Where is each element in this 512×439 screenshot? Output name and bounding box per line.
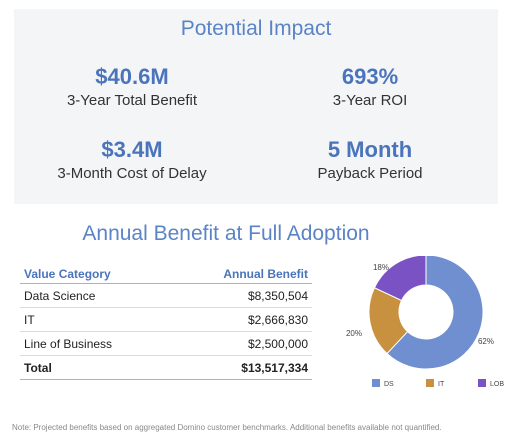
- metric-label: 3-Year Total Benefit: [66, 92, 198, 109]
- impact-title: Potential Impact: [180, 17, 332, 40]
- legend-swatch: [426, 379, 434, 387]
- total-benefit: $13,517,334: [168, 355, 312, 380]
- table-total-row: Total $13,517,334: [20, 355, 312, 380]
- row-category: Line of Business: [20, 331, 169, 356]
- legend-label: IT: [438, 381, 445, 388]
- metric-value: 693%: [341, 64, 399, 89]
- metric-value: 5 Month: [327, 137, 413, 162]
- column-header-benefit: Annual Benefit: [168, 264, 312, 284]
- benefit-donut-chart: 62% 20% 18% DS IT LOB: [340, 254, 512, 396]
- footnote: Note: Projected benefits based on aggreg…: [12, 423, 442, 432]
- metric-cost-of-delay: $3.4M 3-Month Cost of Delay: [22, 137, 242, 183]
- row-benefit: $8,350,504: [168, 283, 312, 308]
- metric-total-benefit: $40.6M 3-Year Total Benefit: [22, 64, 242, 110]
- metric-label: 3-Month Cost of Delay: [57, 165, 207, 182]
- legend-swatch: [478, 379, 486, 387]
- table-row: Line of Business $2,500,000: [20, 331, 312, 356]
- slice-value-label: 18%: [373, 263, 389, 272]
- legend-label: DS: [384, 381, 394, 388]
- slice-value-label: 20%: [346, 329, 362, 338]
- metric-value: $3.4M: [101, 137, 163, 162]
- donut-slice-ds: [386, 254, 484, 370]
- table-row: Data Science $8,350,504: [20, 283, 312, 308]
- metric-payback-period: 5 Month Payback Period: [260, 137, 480, 183]
- metric-label: 3-Year ROI: [332, 92, 408, 109]
- table-row: IT $2,666,830: [20, 307, 312, 332]
- row-category: IT: [20, 307, 169, 332]
- row-category: Data Science: [20, 283, 169, 308]
- metric-label: Payback Period: [317, 165, 423, 182]
- total-label: Total: [20, 355, 169, 380]
- annual-benefit-table: Value Category Annual Benefit Data Scien…: [20, 264, 312, 380]
- donut-chart-svg: 62% 20% 18% DS IT LOB: [346, 254, 504, 388]
- row-benefit: $2,500,000: [168, 331, 312, 356]
- potential-impact-panel: Potential Impact $40.6M 3-Year Total Ben…: [14, 9, 498, 204]
- column-header-category: Value Category: [20, 264, 169, 284]
- annual-benefit-title: Annual Benefit at Full Adoption: [82, 222, 370, 245]
- row-benefit: $2,666,830: [168, 307, 312, 332]
- table-header-row: Value Category Annual Benefit: [20, 264, 312, 284]
- legend-swatch: [372, 379, 380, 387]
- metric-value: $40.6M: [95, 64, 169, 89]
- legend-label: LOB: [490, 381, 504, 388]
- slice-value-label: 62%: [478, 337, 494, 346]
- metric-roi: 693% 3-Year ROI: [260, 64, 480, 110]
